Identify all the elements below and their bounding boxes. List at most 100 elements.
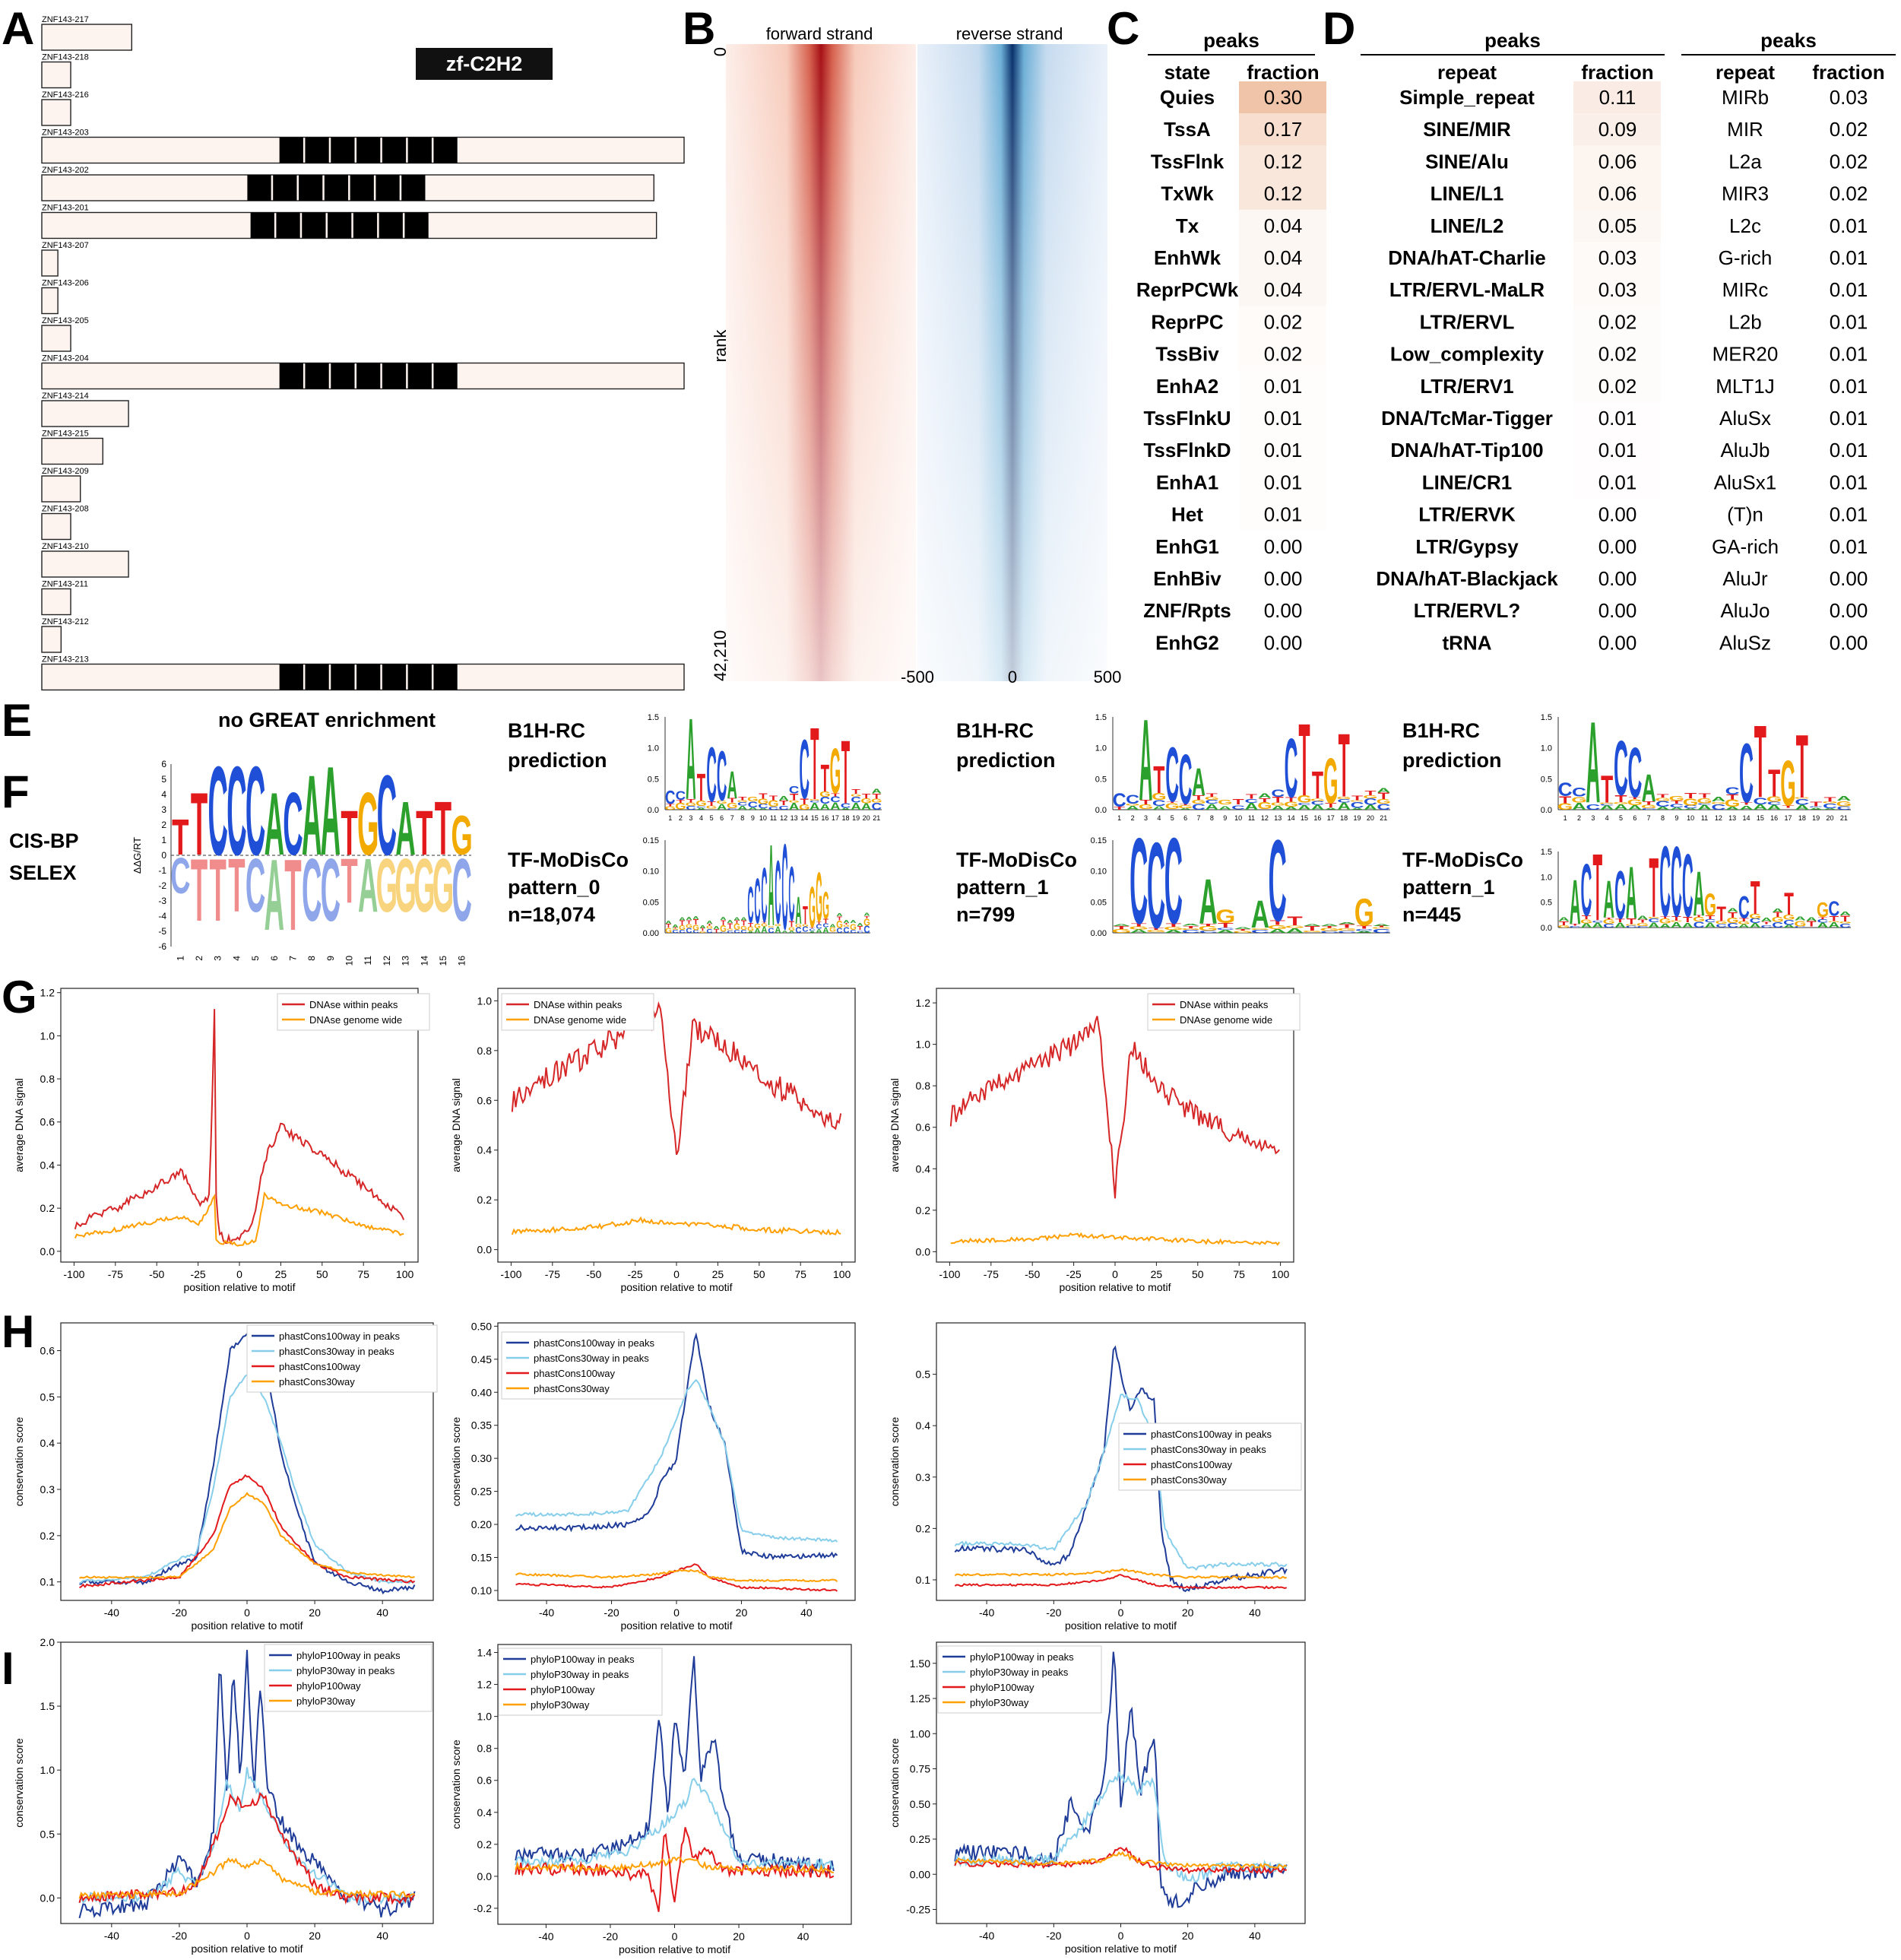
zf-c2h2-label-box: [416, 48, 553, 80]
logo-letter: T: [1638, 919, 1649, 924]
xtick-label: -20: [172, 1930, 187, 1942]
xtick-label: 40: [797, 1930, 810, 1943]
logo-letter: A: [1767, 804, 1782, 811]
x-axis-label: position relative to motif: [620, 1281, 732, 1293]
logo-letter: C: [1231, 804, 1245, 810]
xtick-label: 20: [309, 1606, 321, 1619]
xtick-label: -75: [108, 1268, 123, 1280]
logo-letter: C: [1355, 928, 1373, 932]
logo-letter: A: [1310, 804, 1324, 811]
selex-ytick: 4: [161, 789, 166, 800]
table-row-value: 0.01: [1830, 471, 1868, 493]
logo-letter: A: [733, 917, 740, 921]
logo-letter: C: [816, 924, 822, 931]
legend-label: phastCons100way in peaks: [279, 1330, 400, 1342]
legend-box: [246, 1324, 438, 1393]
selex-xtick: 1: [175, 956, 185, 961]
logo-letter: C: [1817, 918, 1829, 924]
ytick-label: 0.1: [40, 1576, 55, 1588]
logo-letter: G: [810, 799, 821, 801]
logo-letter: A: [1603, 871, 1614, 929]
zinc-finger-domain: [382, 137, 407, 163]
ytick-label: 0.0: [477, 1244, 493, 1256]
transcript-bar: [41, 400, 129, 427]
xtick-label: 0: [236, 1268, 242, 1280]
zf-c2h2-label: zf-C2H2: [446, 52, 523, 75]
fraction-cell-shade: [1573, 177, 1661, 210]
table-c-col-state: state: [1164, 61, 1211, 84]
logo-letter: T: [1166, 922, 1182, 928]
logo-letter: T: [1351, 794, 1364, 802]
logo-letter: A: [1303, 924, 1321, 927]
logo-letter: T: [1762, 921, 1772, 925]
tfm-label-2-line3: n=799: [956, 903, 1015, 926]
ytick-label: 0.2: [40, 1202, 55, 1214]
logo-letter: C: [692, 929, 699, 934]
logo-letter: A: [1126, 804, 1139, 811]
logo-letter: C: [1642, 808, 1656, 810]
xtick-label: 20: [736, 1606, 748, 1619]
xtick-label: 25: [1151, 1268, 1163, 1280]
logo-letter: C: [810, 800, 820, 803]
table-row-label: LINE/L1: [1431, 182, 1504, 205]
table-row-label: TxWk: [1161, 182, 1214, 205]
logo-xtick: 16: [1770, 814, 1778, 822]
selex-xtick: 14: [419, 956, 429, 966]
logo-letter: G: [695, 800, 707, 807]
tfm-label-2-line1: TF-MoDisCo: [956, 848, 1077, 871]
logo-letter: C: [1245, 798, 1259, 804]
logo-letter: T: [1660, 915, 1670, 919]
legend-label: phastCons100way: [534, 1368, 615, 1379]
logo-letter: A: [1659, 923, 1671, 929]
panel-letter-h: H: [2, 1306, 34, 1357]
ytick-label: 0.0: [40, 1892, 55, 1904]
table-row-label: EnhG2: [1155, 631, 1219, 654]
logo-letter: C: [830, 795, 840, 804]
series-line: [515, 1378, 838, 1543]
logo-letter: C: [820, 795, 831, 806]
legend: phastCons100way in peaks phastCons30way i…: [1118, 1422, 1302, 1491]
ytick-label: 0.5: [916, 1369, 931, 1381]
x-axis-label: position relative to motif: [620, 1619, 732, 1632]
logo-ytick: 1.0: [1095, 744, 1107, 753]
logo-letter: A: [1669, 807, 1684, 810]
logo-letter: G: [1711, 802, 1726, 805]
series-line: [74, 1191, 404, 1247]
table-row-label: LINE/CR1: [1422, 471, 1512, 493]
logo-letter: A: [1783, 924, 1795, 929]
logo-letter: C: [727, 807, 737, 810]
table-row-value: 0.00: [1598, 535, 1637, 558]
series-line: [511, 1216, 841, 1235]
xtick-label: 100: [833, 1268, 851, 1280]
fraction-cell-shade: [1573, 369, 1661, 402]
logo-letter: T: [1373, 926, 1389, 928]
series-line: [954, 1574, 1288, 1590]
logo-letter: C: [1671, 827, 1682, 939]
ytick-label: 1.0: [477, 994, 493, 1007]
xtick-label: 0: [673, 1268, 680, 1280]
logo-xtick: 18: [1798, 814, 1806, 822]
logo-ytick: 0.0: [1095, 806, 1107, 815]
legend-label: phastCons30way: [1151, 1474, 1227, 1486]
panel-letter-f: F: [2, 766, 30, 817]
logo-letter: C: [1795, 798, 1809, 807]
logo-letter: C: [377, 752, 397, 880]
logo-letter: T: [707, 923, 713, 927]
logo-letter: G: [754, 923, 761, 930]
logo-xtick: 15: [1757, 814, 1764, 822]
table-row-label: L2a: [1728, 150, 1762, 173]
logo-letter: T: [1272, 796, 1285, 805]
logo-letter: G: [1350, 800, 1364, 802]
logo-letter: C: [665, 787, 675, 808]
table-row-value: 0.01: [1830, 343, 1868, 366]
selex-ytick: -5: [158, 926, 166, 937]
logo-letter: C: [871, 801, 882, 812]
logo-ytick: 0.05: [643, 898, 659, 907]
x-axis-label: position relative to motif: [191, 1943, 303, 1955]
panel-letter-i: I: [2, 1643, 14, 1694]
table-row-value: 0.00: [1264, 535, 1303, 558]
line-chart-i3: -0.25 0.00 0.25 0.50 0.75 1.00 1.25 1.50 -40 -20 0…: [889, 1641, 1306, 1955]
logo-letter: G: [1648, 917, 1660, 919]
table-d1-col-repeat: repeat: [1437, 61, 1497, 84]
selex-ytick: 6: [161, 759, 166, 769]
